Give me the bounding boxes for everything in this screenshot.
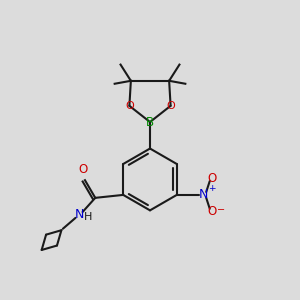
Text: O: O	[208, 172, 217, 185]
Text: B: B	[146, 116, 154, 128]
Text: O: O	[166, 101, 175, 111]
Text: H: H	[84, 212, 93, 222]
Text: −: −	[218, 205, 226, 214]
Text: N: N	[199, 188, 208, 201]
Text: O: O	[125, 101, 134, 111]
Text: O: O	[79, 163, 88, 176]
Text: +: +	[208, 184, 215, 193]
Text: O: O	[208, 205, 217, 218]
Text: N: N	[74, 208, 84, 220]
